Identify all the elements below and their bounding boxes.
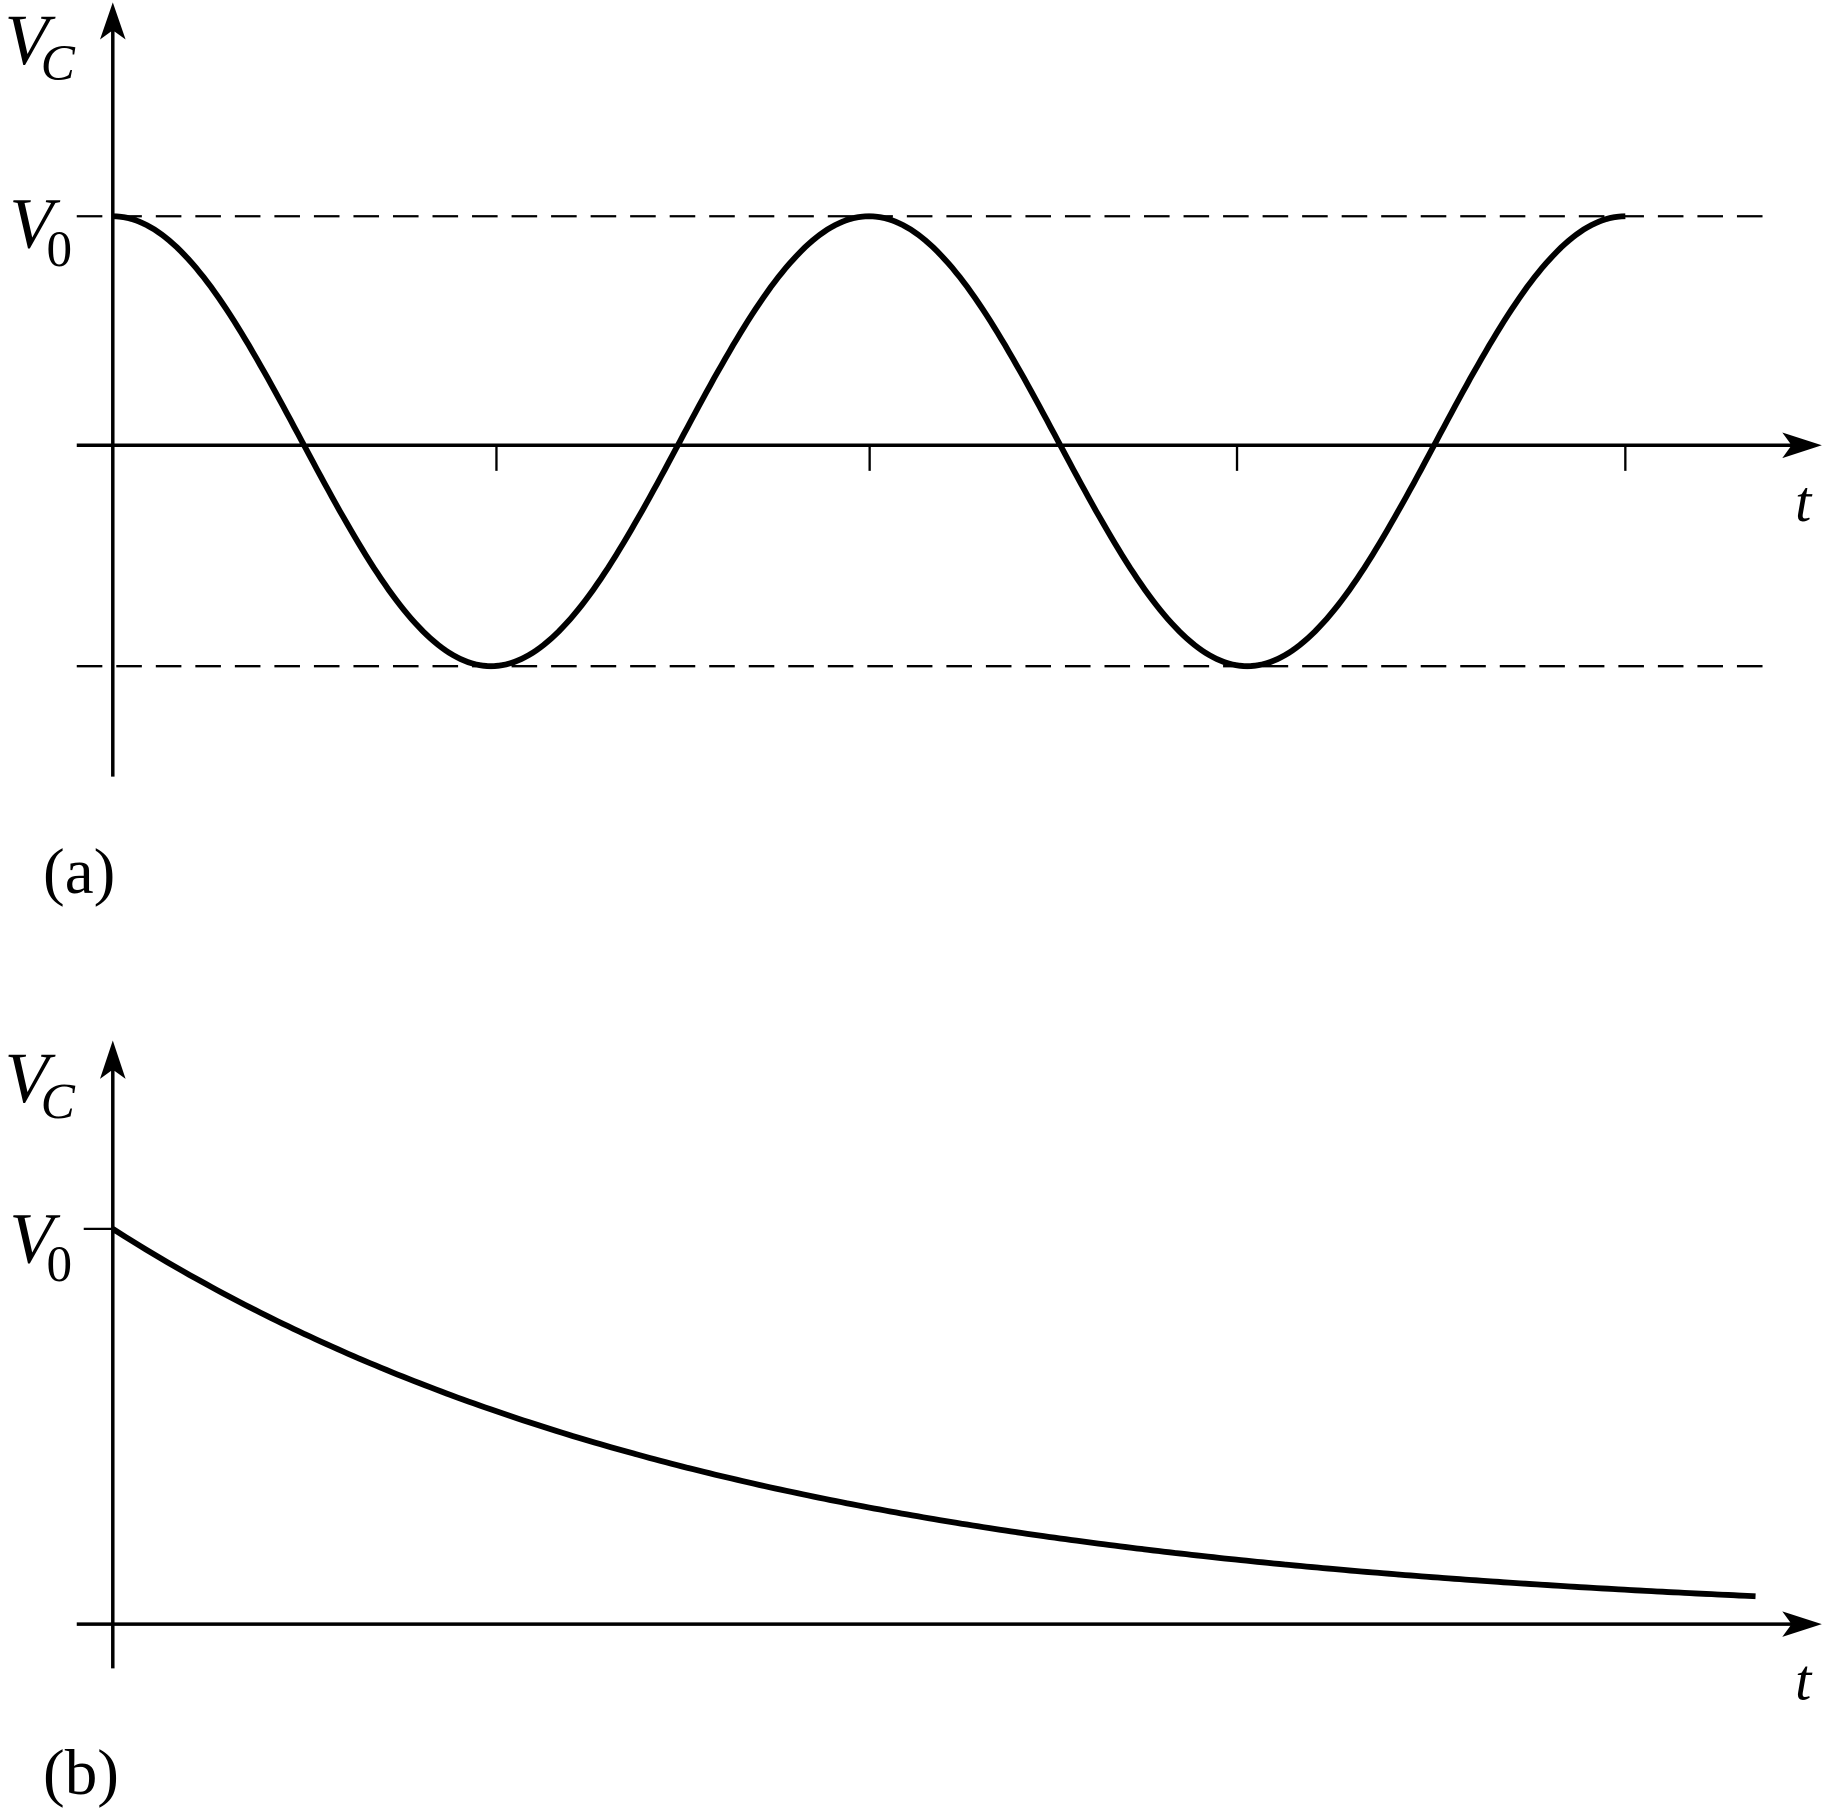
panel-b: V C V 0 t (b) xyxy=(5,1038,1822,1809)
y-arrow xyxy=(100,2,126,40)
level-label-main: V xyxy=(9,184,60,264)
panel-a: V C V 0 t (a) xyxy=(5,0,1822,908)
level-label-main: V xyxy=(9,1199,60,1279)
decay-curve xyxy=(111,1226,1756,1600)
y-label-sub: C xyxy=(41,35,76,92)
x-arrow xyxy=(1782,1611,1822,1637)
x-arrow xyxy=(1782,432,1822,459)
y-label-main: V xyxy=(5,1038,56,1118)
x-label: t xyxy=(1795,1648,1813,1713)
panel-label: (a) xyxy=(43,836,115,908)
y-label-main: V xyxy=(5,0,56,80)
level-label-sub: 0 xyxy=(47,221,73,278)
y-label-sub: C xyxy=(41,1073,76,1130)
y-arrow xyxy=(100,1040,126,1079)
level-label-sub: 0 xyxy=(47,1236,73,1293)
cosine-curve xyxy=(112,213,1626,670)
panel-label: (b) xyxy=(43,1737,119,1809)
x-label: t xyxy=(1795,469,1813,534)
